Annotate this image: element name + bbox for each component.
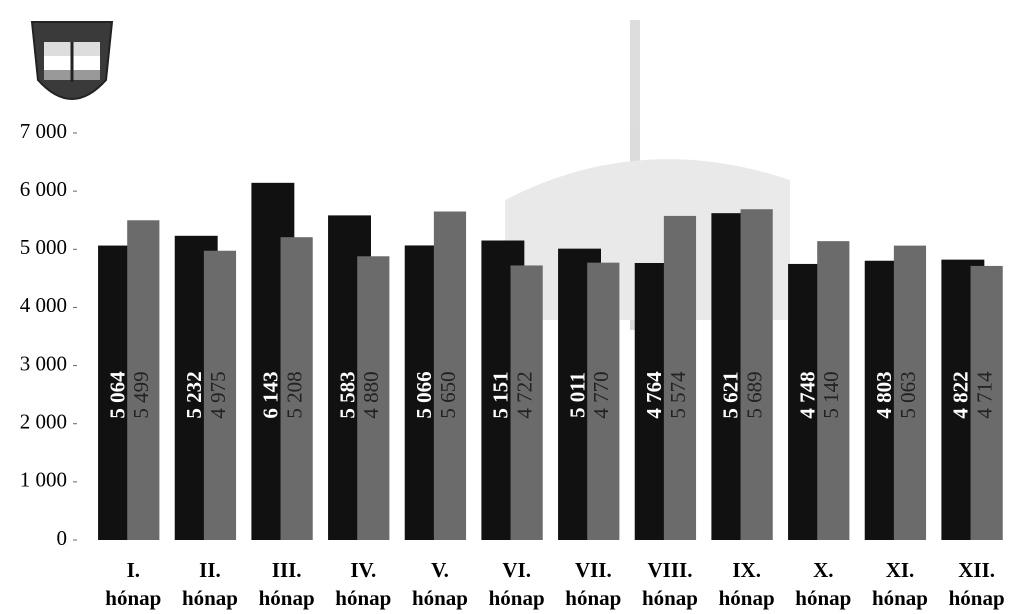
y-tick-label: 7 000 <box>20 119 67 143</box>
value-label: 5 063 <box>896 371 920 418</box>
y-tick-label: 1 000 <box>20 468 67 492</box>
bar <box>357 256 390 540</box>
x-tick-label: VIII. hónap <box>641 558 698 610</box>
y-tick-label: 0 <box>57 526 68 550</box>
value-label: 4 764 <box>642 371 666 419</box>
value-label: 4 975 <box>206 371 230 418</box>
bar <box>587 262 620 540</box>
value-label: 5 689 <box>742 371 766 418</box>
bar <box>817 241 850 540</box>
value-label: 4 880 <box>359 371 383 418</box>
logo <box>30 21 114 100</box>
bar <box>280 237 313 540</box>
x-tick-label: VI. hónap <box>488 558 545 610</box>
x-tick-label: III. hónap <box>258 558 315 610</box>
value-label: 4 770 <box>589 371 613 418</box>
bar <box>893 245 927 540</box>
x-tick-label: I. hónap <box>105 558 162 610</box>
bar <box>663 215 697 540</box>
value-label: 4 822 <box>949 371 973 418</box>
value-label: 5 064 <box>105 371 129 419</box>
bar <box>740 209 773 540</box>
x-tick-label: VII. hónap <box>565 558 622 610</box>
value-label: 5 499 <box>129 371 153 418</box>
value-label: 5 583 <box>335 371 359 418</box>
y-tick-label: 5 000 <box>20 235 67 259</box>
bar <box>203 250 237 540</box>
bar <box>433 211 467 540</box>
y-tick-label: 2 000 <box>20 410 67 434</box>
value-label: 5 232 <box>182 371 206 418</box>
value-label: 4 722 <box>512 371 536 418</box>
bar <box>970 265 1003 540</box>
bar <box>510 265 543 540</box>
y-tick-label: 6 000 <box>20 177 67 201</box>
value-label: 4 714 <box>972 371 996 419</box>
value-label: 5 140 <box>819 371 843 418</box>
value-label: 6 143 <box>259 371 283 418</box>
bar <box>127 220 160 540</box>
x-tick-label: X. hónap <box>795 558 852 610</box>
value-label: 4 803 <box>872 371 896 418</box>
y-tick-label: 3 000 <box>20 351 67 375</box>
value-label: 4 748 <box>795 371 819 418</box>
x-tick-label: V. hónap <box>411 558 468 610</box>
x-tick-label: XII. hónap <box>948 558 1005 610</box>
value-label: 5 621 <box>719 371 743 418</box>
value-label: 5 011 <box>565 372 589 418</box>
value-label: 5 650 <box>436 371 460 418</box>
y-tick-label: 4 000 <box>20 293 67 317</box>
x-tick-label: XI. hónap <box>871 558 928 610</box>
x-tick-label: IX. hónap <box>718 558 775 610</box>
value-label: 5 066 <box>412 371 436 418</box>
value-label: 5 574 <box>666 371 690 419</box>
x-tick-label: II. hónap <box>181 558 238 610</box>
x-tick-label: IV. hónap <box>335 558 392 610</box>
value-label: 5 151 <box>489 371 513 418</box>
value-label: 5 208 <box>282 371 306 418</box>
